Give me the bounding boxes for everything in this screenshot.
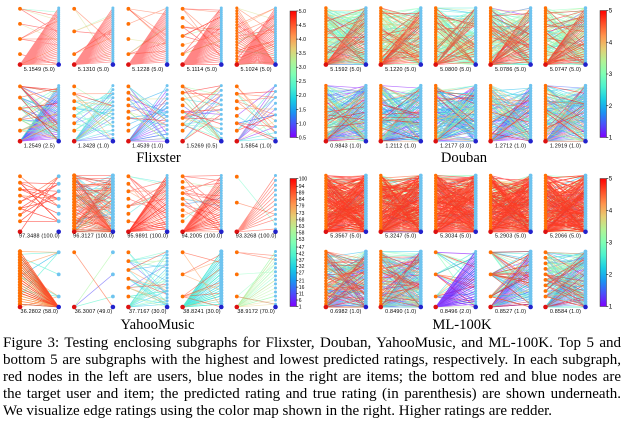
svg-text:1.2919 (1.0): 1.2919 (1.0) (550, 144, 581, 150)
svg-text:5.0786 (5.0): 5.0786 (5.0) (495, 67, 526, 73)
svg-text:5: 5 (609, 8, 613, 15)
svg-text:1.5269 (0.5): 1.5269 (0.5) (186, 144, 217, 150)
svg-text:2.5: 2.5 (299, 79, 306, 85)
svg-text:1.5854 (1.0): 1.5854 (1.0) (241, 144, 272, 150)
svg-text:1.2549 (2.5): 1.2549 (2.5) (24, 144, 55, 150)
svg-text:5.3034 (5.0): 5.3034 (5.0) (440, 233, 471, 239)
svg-text:5.3247 (5.0): 5.3247 (5.0) (385, 233, 416, 239)
svg-text:1.0: 1.0 (299, 121, 306, 127)
svg-text:1.5: 1.5 (299, 107, 306, 113)
svg-text:1.2177 (3.0): 1.2177 (3.0) (440, 144, 471, 150)
svg-text:5.1220 (5.0): 5.1220 (5.0) (385, 67, 416, 73)
svg-text:0.5: 0.5 (299, 135, 306, 141)
svg-text:2: 2 (609, 103, 613, 110)
svg-text:1.4539 (1.0): 1.4539 (1.0) (132, 144, 163, 150)
svg-text:100: 100 (299, 176, 308, 182)
svg-text:4: 4 (609, 39, 613, 46)
svg-text:0.9843 (1.0): 0.9843 (1.0) (330, 144, 361, 150)
svg-text:5.1228 (5.0): 5.1228 (5.0) (132, 67, 163, 73)
svg-text:Flixster: Flixster (136, 150, 181, 166)
svg-text:36.2802 (58.0): 36.2802 (58.0) (21, 309, 59, 315)
svg-text:5.0747 (5.0): 5.0747 (5.0) (550, 67, 581, 73)
svg-text:3.5: 3.5 (299, 51, 306, 57)
svg-text:5.2066 (5.0): 5.2066 (5.0) (550, 233, 581, 239)
svg-text:68: 68 (299, 218, 305, 224)
svg-text:0.8496 (2.0): 0.8496 (2.0) (440, 309, 471, 315)
svg-text:97.3488 (100.0): 97.3488 (100.0) (19, 233, 60, 239)
svg-text:37: 37 (299, 258, 305, 264)
svg-text:1.3428 (1.0): 1.3428 (1.0) (78, 144, 109, 150)
svg-text:2.0: 2.0 (299, 93, 306, 99)
svg-text:36.3007 (49.0): 36.3007 (49.0) (75, 309, 113, 315)
svg-text:5.1114 (5.0): 5.1114 (5.0) (187, 67, 217, 73)
svg-text:5.1310 (5.0): 5.1310 (5.0) (78, 67, 109, 73)
svg-text:0.8527 (1.0): 0.8527 (1.0) (495, 309, 526, 315)
svg-text:0.6982 (1.0): 0.6982 (1.0) (330, 309, 361, 315)
svg-text:5.1024 (5.0): 5.1024 (5.0) (241, 67, 272, 73)
svg-text:73: 73 (299, 211, 305, 217)
svg-text:58: 58 (299, 231, 305, 237)
svg-text:1: 1 (609, 304, 613, 311)
svg-text:3.0: 3.0 (299, 65, 306, 71)
svg-text:4.5: 4.5 (299, 23, 306, 29)
svg-text:96.3127 (100.0): 96.3127 (100.0) (73, 233, 114, 239)
svg-text:16: 16 (299, 285, 305, 291)
svg-text:11: 11 (299, 291, 304, 297)
svg-text:89: 89 (299, 191, 305, 197)
svg-text:37.7167 (30.0): 37.7167 (30.0) (129, 309, 167, 315)
svg-text:1: 1 (299, 304, 302, 310)
svg-text:27: 27 (299, 271, 305, 277)
svg-text:32: 32 (299, 264, 305, 270)
svg-text:4: 4 (609, 208, 613, 215)
svg-text:63: 63 (299, 224, 305, 230)
svg-text:5: 5 (609, 176, 613, 183)
svg-text:2: 2 (609, 272, 613, 279)
svg-text:84: 84 (299, 197, 305, 203)
svg-text:Douban: Douban (441, 150, 488, 166)
svg-text:5.1549 (5.0): 5.1549 (5.0) (24, 67, 55, 73)
svg-text:53: 53 (299, 237, 305, 243)
svg-text:1: 1 (609, 135, 613, 142)
svg-text:3: 3 (609, 240, 613, 247)
svg-text:47: 47 (299, 245, 305, 251)
svg-text:5.3567 (5.0): 5.3567 (5.0) (330, 233, 361, 239)
svg-text:YahooMusic: YahooMusic (121, 317, 195, 333)
svg-text:5.2903 (5.0): 5.2903 (5.0) (495, 233, 526, 239)
svg-text:95.9891 (100.0): 95.9891 (100.0) (127, 233, 168, 239)
svg-text:38.9172 (70.0): 38.9172 (70.0) (237, 309, 275, 315)
svg-text:6: 6 (299, 298, 302, 304)
svg-text:3: 3 (609, 71, 613, 78)
svg-text:94.2005 (100.0): 94.2005 (100.0) (182, 233, 223, 239)
svg-text:0.8490 (1.0): 0.8490 (1.0) (385, 309, 416, 315)
svg-text:79: 79 (299, 203, 305, 209)
svg-text:5.0: 5.0 (299, 9, 306, 15)
svg-text:5.1592 (5.0): 5.1592 (5.0) (330, 67, 361, 73)
svg-text:ML-100K: ML-100K (432, 317, 492, 333)
svg-text:94: 94 (299, 184, 305, 190)
svg-text:38.8241 (30.0): 38.8241 (30.0) (183, 309, 221, 315)
svg-text:93.3268 (100.0): 93.3268 (100.0) (236, 233, 277, 239)
svg-text:5.0800 (5.0): 5.0800 (5.0) (440, 67, 471, 73)
svg-text:42: 42 (299, 251, 305, 257)
svg-text:1.2712 (1.0): 1.2712 (1.0) (495, 144, 526, 150)
svg-text:4.0: 4.0 (299, 37, 306, 43)
svg-text:21: 21 (299, 278, 305, 284)
svg-text:1.2112 (1.0): 1.2112 (1.0) (385, 144, 416, 150)
svg-text:0.8584 (1.0): 0.8584 (1.0) (550, 309, 581, 315)
